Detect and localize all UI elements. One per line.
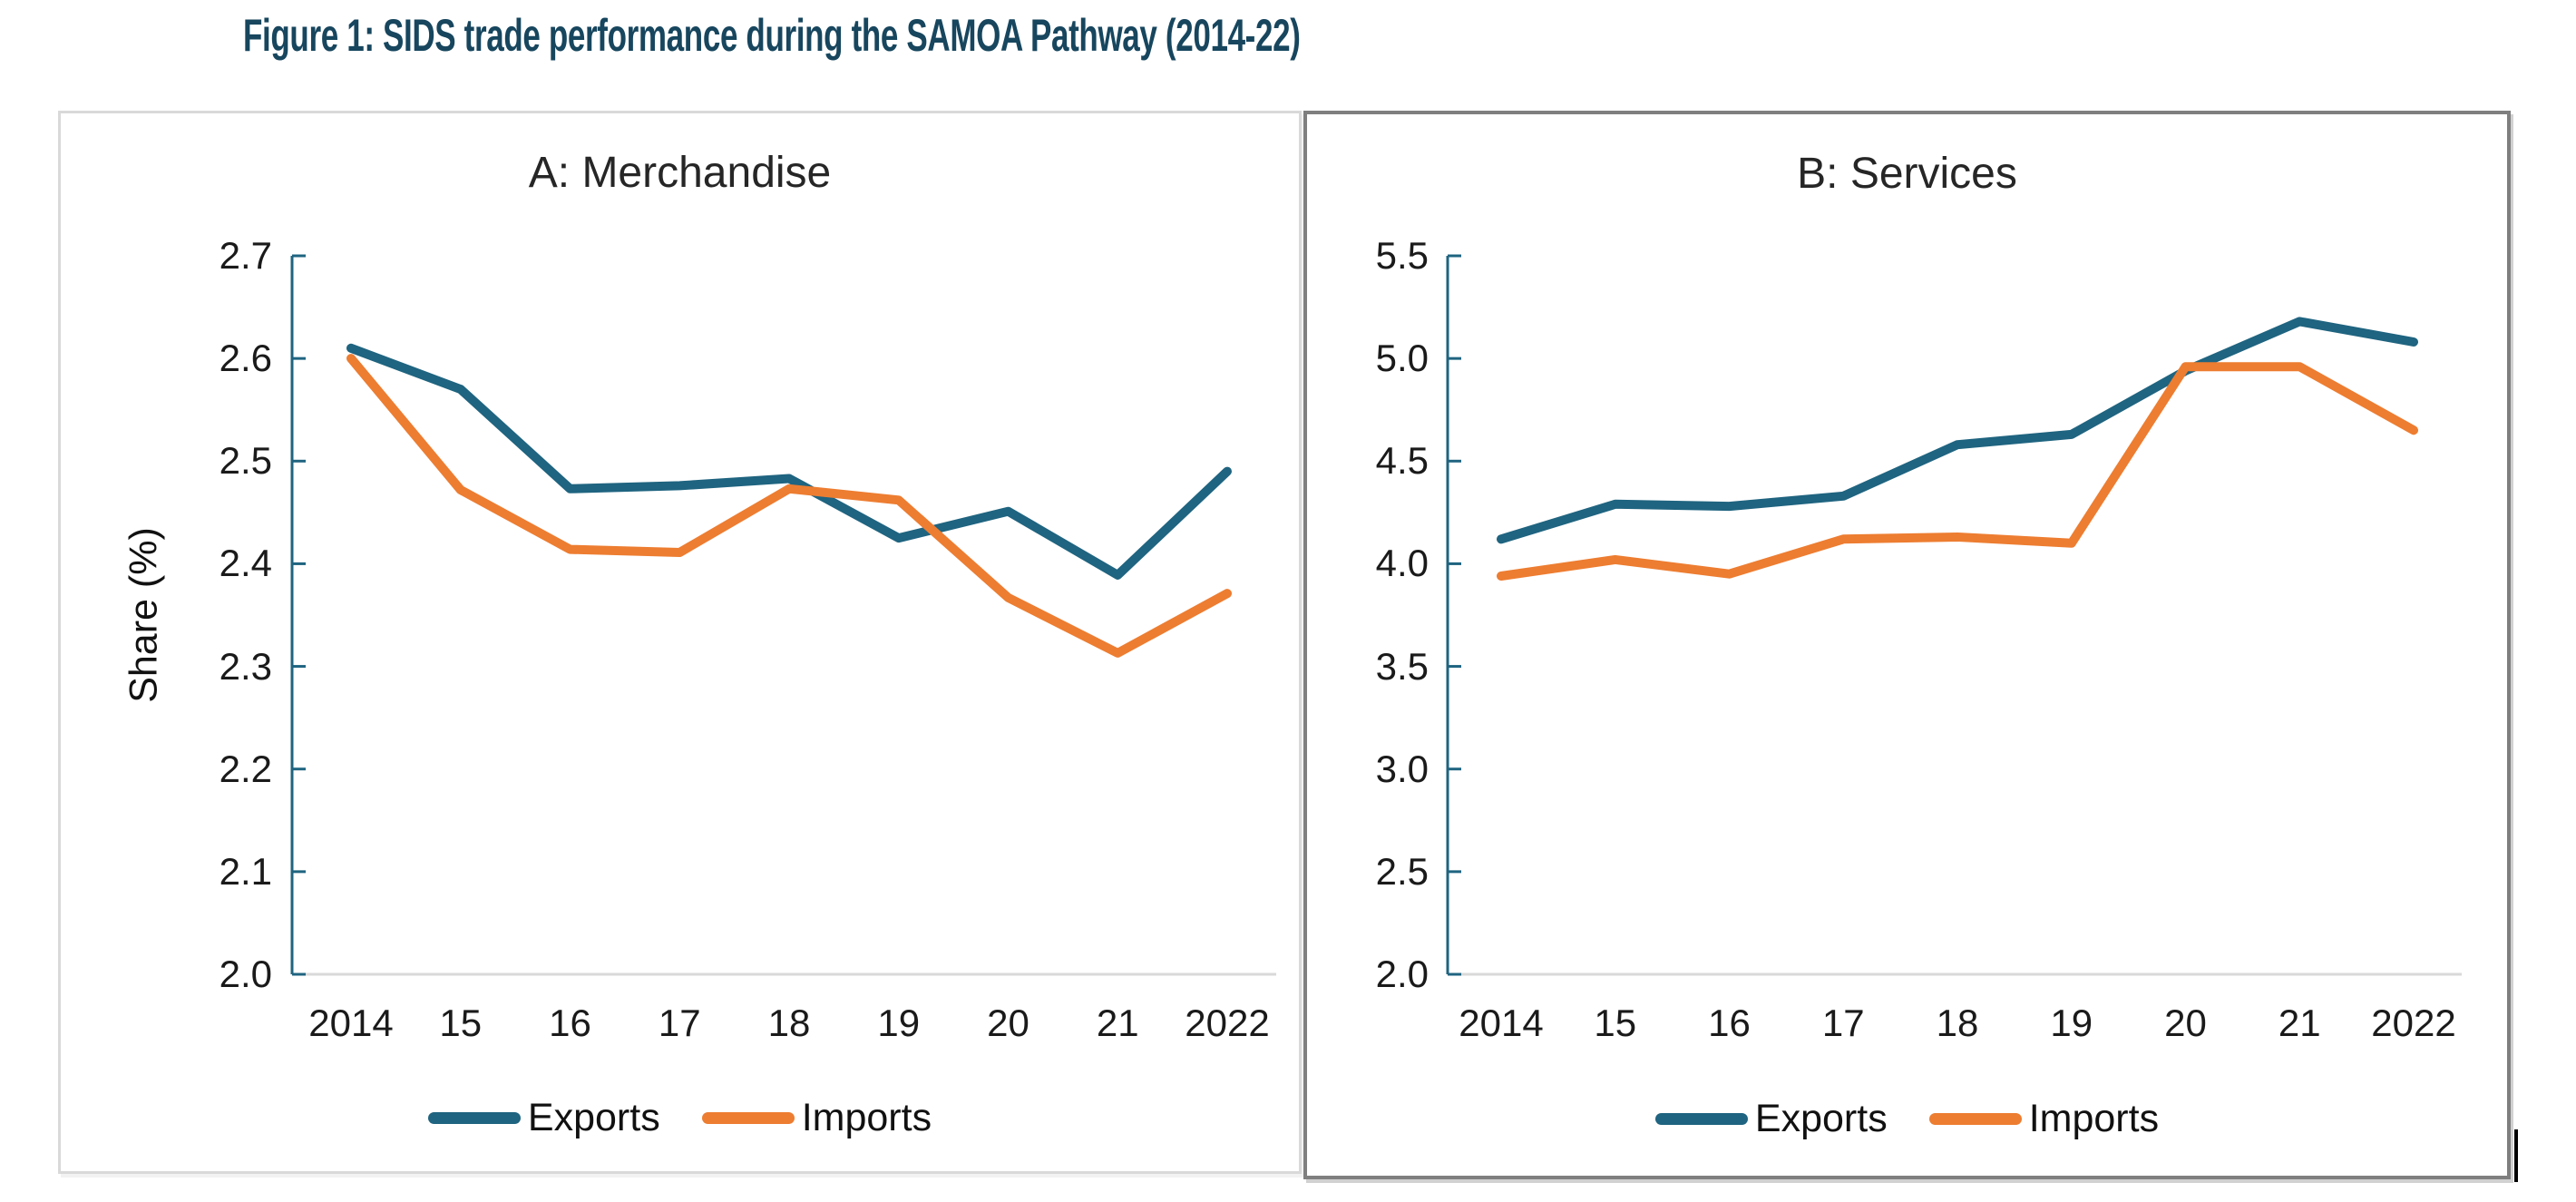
x-tick-label: 2022 xyxy=(1185,1002,1270,1044)
y-tick-label: 2.0 xyxy=(1375,953,1429,995)
plot-area-services xyxy=(1446,254,2462,976)
y-tick-label: 4.0 xyxy=(1375,542,1429,585)
y-tick-label: 2.1 xyxy=(219,849,272,893)
x-tick-label: 19 xyxy=(2050,1002,2093,1044)
figure-title: Figure 1: SIDS trade performance during … xyxy=(243,10,1301,61)
x-tick-label: 2022 xyxy=(2371,1002,2456,1044)
x-tick-label: 2014 xyxy=(308,1002,394,1044)
y-tick-label: 5.0 xyxy=(1375,337,1429,380)
y-tick-label: 2.7 xyxy=(219,234,272,277)
x-tick-label: 21 xyxy=(1096,1002,1139,1044)
y-tick-label: 4.5 xyxy=(1375,439,1429,483)
x-tick-label: 18 xyxy=(1936,1002,1979,1044)
y-tick-label: 2.3 xyxy=(219,644,272,688)
y-tick-label: 5.5 xyxy=(1375,234,1429,277)
x-tick-label: 2014 xyxy=(1459,1002,1544,1044)
y-tick-label: 2.4 xyxy=(219,542,272,585)
x-tick-label: 17 xyxy=(658,1002,701,1044)
y-tick-label: 2.2 xyxy=(219,747,272,790)
x-tick-label: 19 xyxy=(877,1002,921,1044)
imports-legend-label: Imports xyxy=(2028,1097,2160,1140)
legend-services: Exports Imports xyxy=(1307,1096,2507,1141)
x-tick-label: 15 xyxy=(1594,1002,1637,1044)
exports-legend-swatch xyxy=(1654,1112,1748,1125)
chart-title-services: B: Services xyxy=(1797,150,2017,198)
x-tick-label: 17 xyxy=(1821,1002,1865,1044)
exports-line xyxy=(346,343,1232,580)
x-tick-label: 16 xyxy=(1708,1002,1751,1044)
chart-title-merchandise: A: Merchandise xyxy=(528,149,832,197)
x-tick-label: 16 xyxy=(549,1002,591,1044)
panel-services: B: Services Exports Imports 5.5 5.0 4.5 4.0… xyxy=(1303,111,2511,1179)
x-tick-label: 20 xyxy=(987,1002,1029,1044)
y-tick-label: 3.5 xyxy=(1375,644,1429,688)
y-tick-label: 2.5 xyxy=(219,439,272,483)
x-tick-label: 20 xyxy=(2164,1002,2207,1044)
exports-legend-swatch xyxy=(427,1111,521,1124)
y-tick-label: 2.5 xyxy=(1375,849,1429,893)
x-tick-label: 21 xyxy=(2278,1002,2321,1044)
y-tick-label: 3.0 xyxy=(1375,747,1429,790)
imports-line xyxy=(346,354,1232,658)
exports-line xyxy=(1497,317,2418,544)
exports-legend-label: Exports xyxy=(1754,1097,1888,1140)
exports-legend-label: Exports xyxy=(527,1096,660,1139)
y-tick-label: 2.0 xyxy=(219,953,272,995)
legend-merchandise: Exports Imports xyxy=(61,1095,1299,1140)
imports-legend-swatch xyxy=(1928,1112,2022,1125)
x-tick-label: 15 xyxy=(439,1002,483,1044)
imports-legend-swatch xyxy=(701,1111,795,1124)
panel-merchandise: A: Merchandise Share (%) Exports Imports… xyxy=(58,111,1302,1174)
text-cursor-artifact xyxy=(2514,1129,2518,1182)
y-tick-label: 2.6 xyxy=(219,337,272,380)
plot-area-merchandise xyxy=(290,254,1276,976)
x-tick-label: 18 xyxy=(767,1002,811,1044)
imports-line xyxy=(1497,362,2418,581)
imports-legend-label: Imports xyxy=(801,1096,932,1139)
